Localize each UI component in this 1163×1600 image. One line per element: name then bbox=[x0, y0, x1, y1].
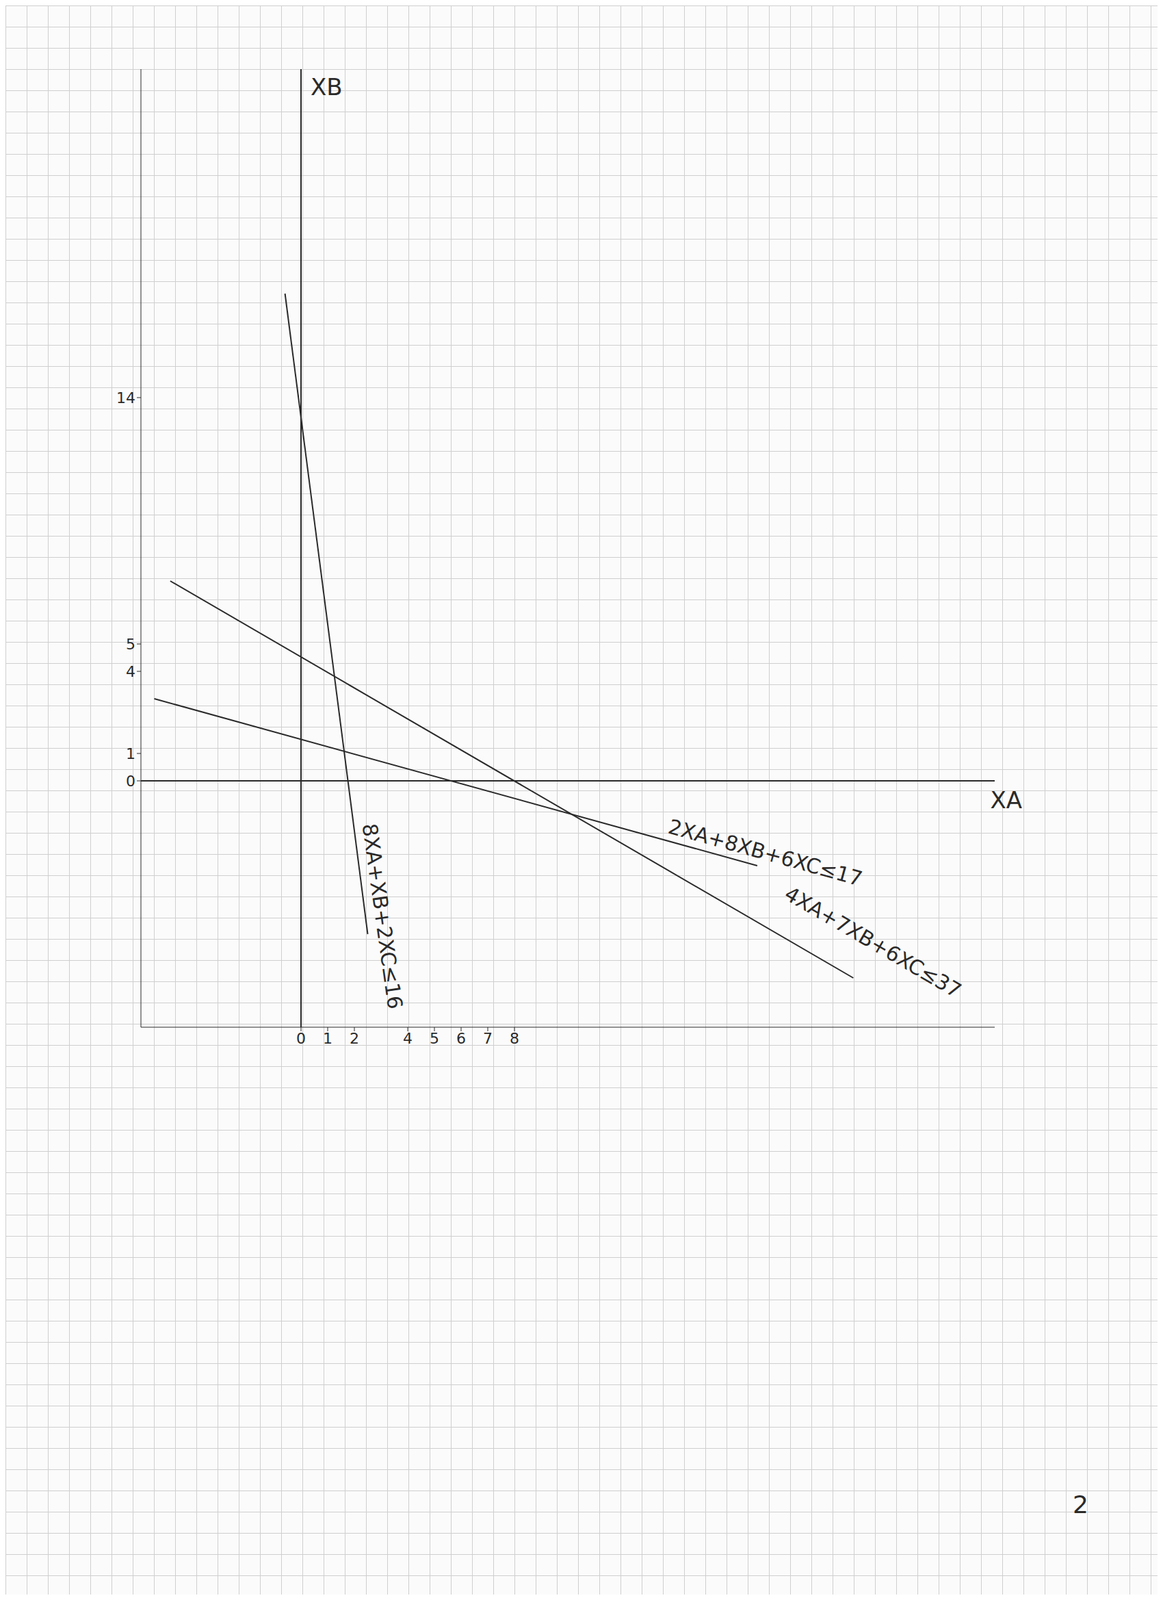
svg-text:1: 1 bbox=[322, 1029, 333, 1047]
svg-text:4: 4 bbox=[402, 1029, 413, 1047]
svg-text:XA: XA bbox=[989, 786, 1023, 814]
svg-text:1: 1 bbox=[125, 745, 136, 763]
svg-text:0: 0 bbox=[296, 1029, 306, 1047]
svg-text:5: 5 bbox=[125, 635, 136, 653]
svg-text:XB: XB bbox=[310, 73, 343, 101]
svg-text:4XA+7XB+6XC≤37: 4XA+7XB+6XC≤37 bbox=[780, 881, 966, 1003]
svg-text:6: 6 bbox=[456, 1029, 466, 1047]
svg-text:0: 0 bbox=[125, 772, 136, 790]
svg-text:5: 5 bbox=[429, 1029, 440, 1047]
svg-text:2XA+8XB+6XC≤17: 2XA+8XB+6XC≤17 bbox=[665, 814, 865, 891]
svg-text:14: 14 bbox=[116, 389, 136, 407]
svg-text:7: 7 bbox=[482, 1029, 493, 1047]
svg-text:8XA+XB+2XC≤16: 8XA+XB+2XC≤16 bbox=[357, 821, 408, 1010]
html-text:2: 2 bbox=[1072, 1490, 1089, 1519]
svg-text:2: 2 bbox=[349, 1029, 360, 1047]
svg-text:8: 8 bbox=[509, 1029, 520, 1047]
svg-text:4: 4 bbox=[125, 662, 136, 681]
